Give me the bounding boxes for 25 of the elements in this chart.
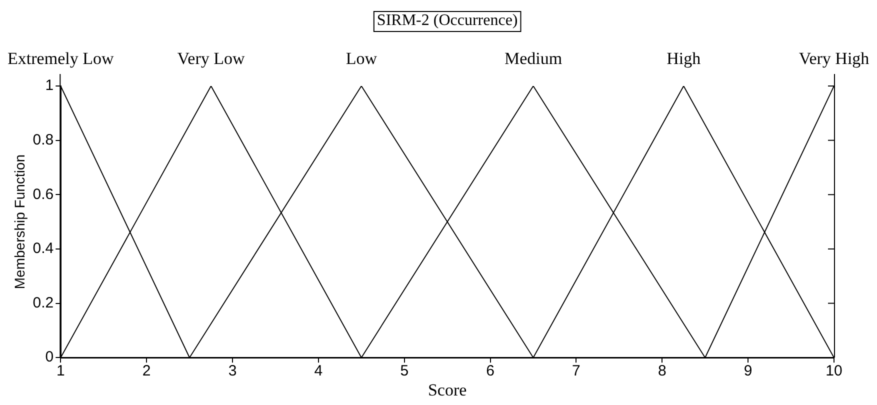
x-tick-label: 9 (744, 362, 752, 380)
x-axis-title: Score (428, 380, 467, 400)
chart-title: SIRM-2 (Occurrence) (376, 12, 518, 30)
y-tick-label: 0 (45, 348, 54, 366)
series-label: Medium (504, 49, 562, 68)
y-axis-title: Membership Function (11, 154, 28, 290)
x-tick-label: 5 (400, 362, 409, 380)
series-label: Very High (798, 49, 870, 68)
x-tick-label: 3 (228, 362, 237, 380)
y-tick-label: 0.2 (32, 294, 54, 312)
series-label: Low (346, 49, 378, 68)
series-label: High (666, 49, 702, 68)
x-tick-label: 10 (826, 362, 842, 380)
y-tick-label: 0.8 (32, 131, 54, 148)
y-tick-label: 0.4 (32, 240, 54, 258)
series-label: Very Low (177, 49, 246, 68)
x-tick-label: 7 (572, 362, 580, 380)
x-tick-label: 2 (142, 362, 151, 380)
y-tick-label: 0.6 (32, 186, 54, 203)
y-tick-label: 1 (45, 77, 54, 94)
x-tick-label: 1 (56, 362, 65, 380)
series-label: Extremely Low (8, 49, 114, 68)
x-tick-label: 6 (486, 362, 494, 380)
x-tick-label: 4 (314, 362, 323, 380)
x-tick-label: 8 (658, 362, 666, 380)
